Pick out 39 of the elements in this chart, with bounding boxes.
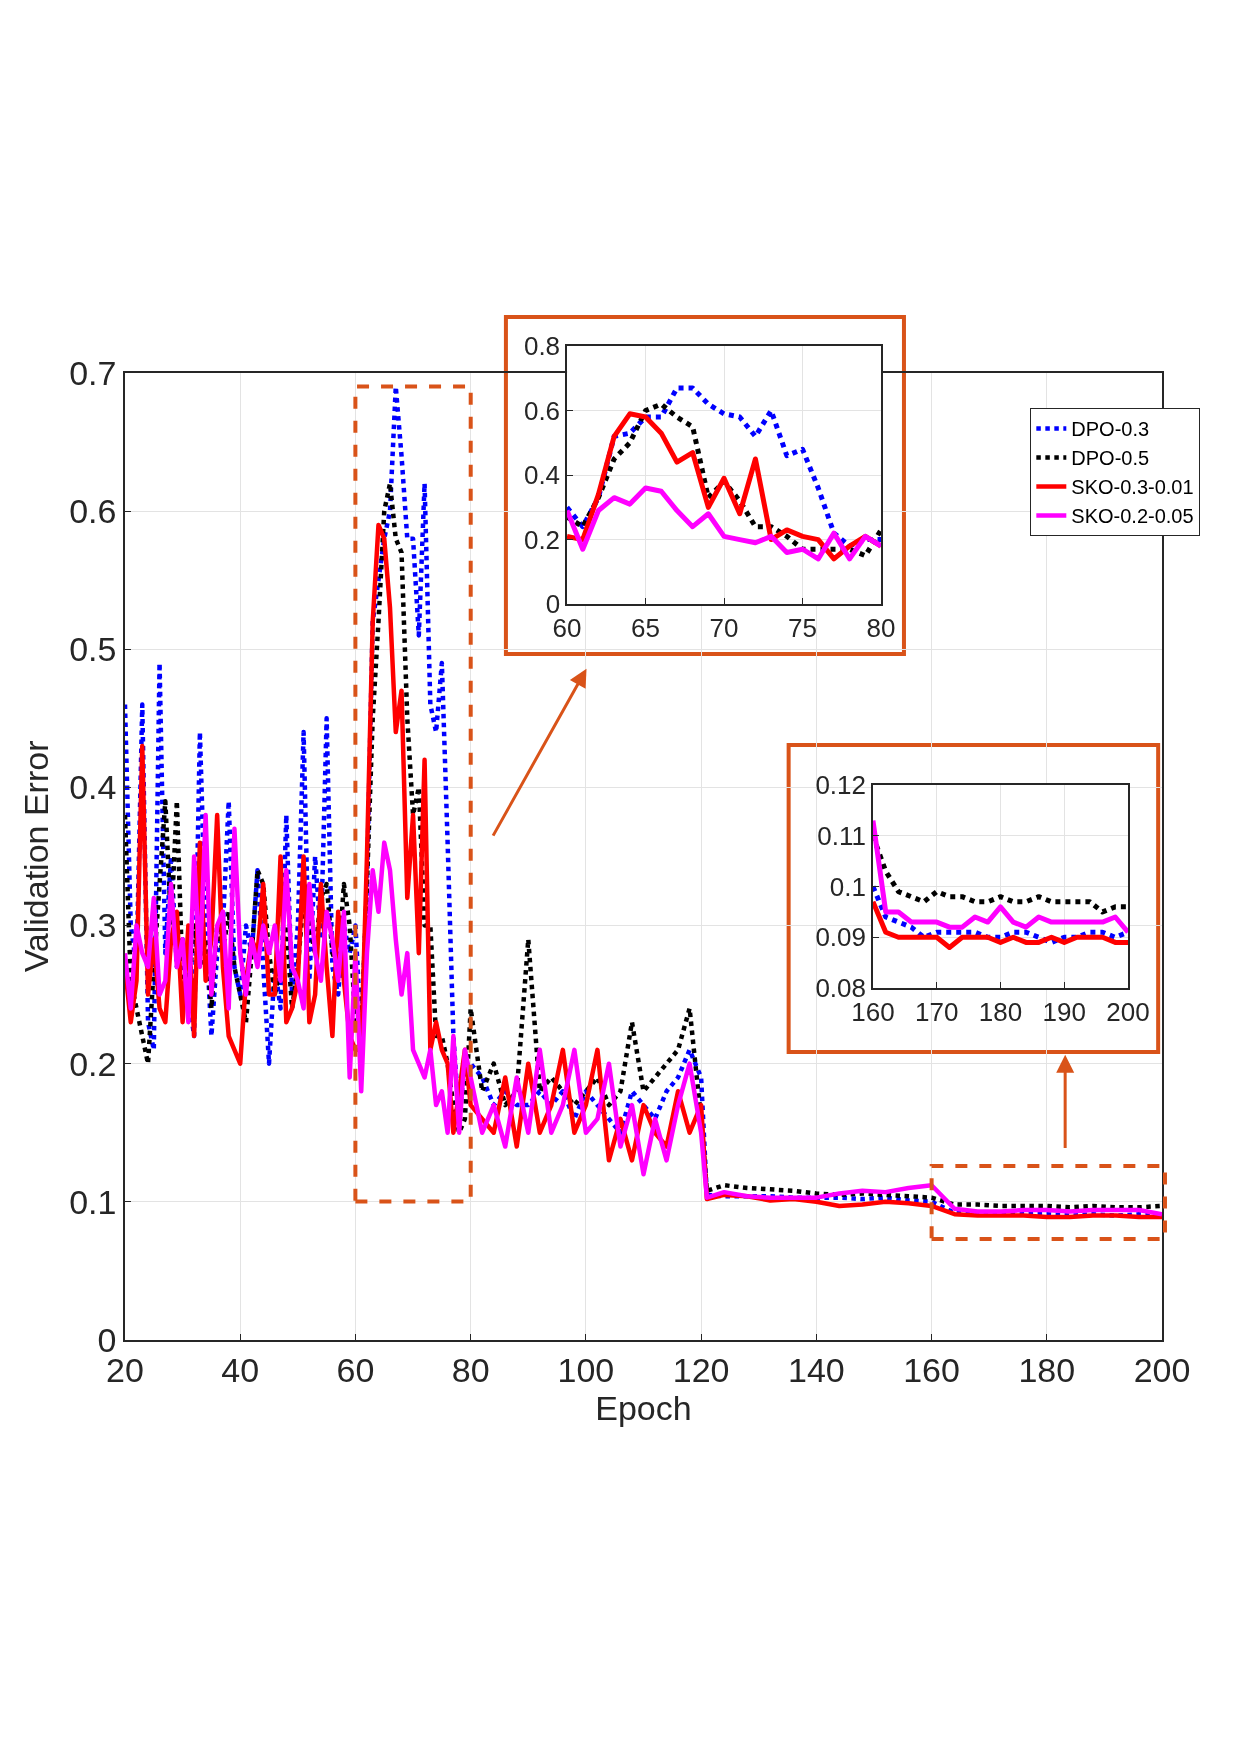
legend-label: SKO-0.3-0.01 — [1071, 476, 1194, 499]
y-tick-label: 0.5 — [69, 630, 117, 669]
x-tick-label: 200 — [1106, 997, 1150, 1028]
y-tick-label: 0.09 — [815, 922, 867, 953]
x-tick-label: 100 — [557, 1351, 615, 1390]
x-tick-label: 140 — [787, 1351, 845, 1390]
x-tick-label: 180 — [1018, 1351, 1076, 1390]
y-tick-label: 0.6 — [69, 491, 117, 530]
legend-label: DPO-0.3 — [1071, 418, 1150, 441]
x-tick-label: 80 — [451, 1351, 490, 1390]
x-tick-label: 70 — [709, 613, 739, 644]
y-tick-label: 0.2 — [69, 1044, 117, 1083]
legend-label: DPO-0.5 — [1071, 447, 1150, 470]
x-tick-label: 180 — [978, 997, 1023, 1028]
x-axis-title: Epoch — [595, 1389, 692, 1428]
y-axis-title: Validation Error — [17, 740, 56, 973]
x-tick-label: 120 — [672, 1351, 730, 1390]
line-series — [124, 812, 1162, 1217]
x-tick-label: 200 — [1133, 1351, 1191, 1390]
x-tick-label: 160 — [903, 1351, 960, 1390]
x-tick-label: 60 — [336, 1351, 375, 1390]
y-tick-label: 0.6 — [523, 395, 561, 426]
x-tick-label: 40 — [221, 1351, 260, 1390]
y-tick-label: 0.11 — [817, 820, 867, 851]
x-tick-label: 170 — [915, 997, 959, 1028]
legend-label: SKO-0.2-0.05 — [1071, 505, 1194, 528]
x-tick-label: 80 — [866, 613, 896, 644]
y-tick-label: 0.2 — [523, 524, 561, 555]
y-tick-label: 0.4 — [523, 460, 561, 491]
y-tick-label: 0.1 — [69, 1182, 117, 1221]
x-tick-label: 190 — [1042, 997, 1086, 1028]
x-tick-label: 65 — [631, 613, 660, 644]
x-tick-label: 75 — [788, 613, 817, 644]
y-tick-label: 0.7 — [69, 353, 117, 392]
y-tick-label: 0.8 — [523, 331, 561, 362]
y-tick-label: 0.12 — [815, 770, 867, 801]
y-tick-label: 0.4 — [69, 768, 117, 807]
y-tick-label: 0.1 — [829, 871, 867, 902]
y-tick-label: 0.3 — [69, 906, 117, 945]
